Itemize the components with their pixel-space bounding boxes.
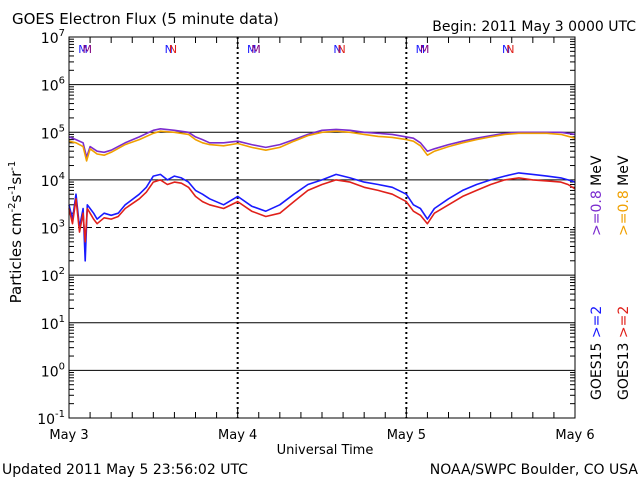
local-time-marker: N: [333, 43, 341, 56]
local-time-marker: N: [338, 43, 346, 56]
local-time-marker: M: [420, 43, 430, 56]
local-time-marker: M: [83, 43, 93, 56]
local-time-marker: M: [416, 43, 426, 56]
plot-frame: [68, 36, 576, 419]
legend-entry: GOES15 >=2: [589, 306, 605, 400]
local-time-marker: M: [78, 43, 88, 56]
series-layer: [68, 128, 576, 262]
x-tick-label: May 5: [387, 428, 426, 443]
local-time-markers: MM NN MM NN MM NN: [78, 43, 514, 56]
x-axis-label: Universal Time: [277, 443, 374, 458]
legend-entry: >=0.8 MeV: [616, 155, 632, 236]
local-time-marker: N: [169, 43, 177, 56]
x-tick-label: May 3: [49, 428, 88, 443]
y-tick-label: 10-1: [37, 409, 65, 428]
series-line: [68, 172, 576, 262]
grid-layer: [68, 37, 576, 418]
x-tick-label: May 6: [555, 428, 594, 443]
x-tick-labels: May 3 May 4 May 5 May 6: [49, 428, 594, 443]
y-tick-label: 100: [41, 361, 65, 380]
y-tick-labels: 10-1 100 101 102 103 104 105 106 107: [37, 28, 65, 428]
begin-date: Begin: 2011 May 3 0000 UTC: [432, 19, 636, 35]
series-line: [68, 130, 576, 162]
x-tick-label: May 4: [218, 428, 257, 443]
legend-entry: GOES13 >=2: [616, 306, 632, 400]
y-tick-label: 102: [41, 266, 65, 285]
local-time-marker: M: [251, 43, 261, 56]
y-tick-label: 104: [41, 171, 65, 190]
local-time-marker: N: [502, 43, 510, 56]
series-line: [68, 177, 576, 243]
y-tick-label: 105: [41, 123, 65, 142]
y-tick-label: 107: [41, 28, 65, 47]
legend: GOES15 >=2 >=0.8 MeV GOES13 >=2 >=0.8 MeV: [589, 155, 632, 400]
y-tick-label: 103: [41, 219, 65, 238]
series-line: [68, 128, 576, 158]
data-source: NOAA/SWPC Boulder, CO USA: [430, 462, 639, 478]
y-tick-label: 106: [41, 76, 65, 95]
y-tick-label: 101: [41, 314, 65, 333]
local-time-marker: N: [506, 43, 514, 56]
legend-entry: >=0.8 MeV: [589, 155, 605, 236]
y-axis-label: Particles cm-2s-1sr-1: [7, 161, 25, 304]
local-time-marker: N: [165, 43, 173, 56]
chart-title: GOES Electron Flux (5 minute data): [12, 10, 279, 28]
updated-timestamp: Updated 2011 May 5 23:56:02 UTC: [2, 462, 248, 478]
local-time-marker: M: [247, 43, 257, 56]
